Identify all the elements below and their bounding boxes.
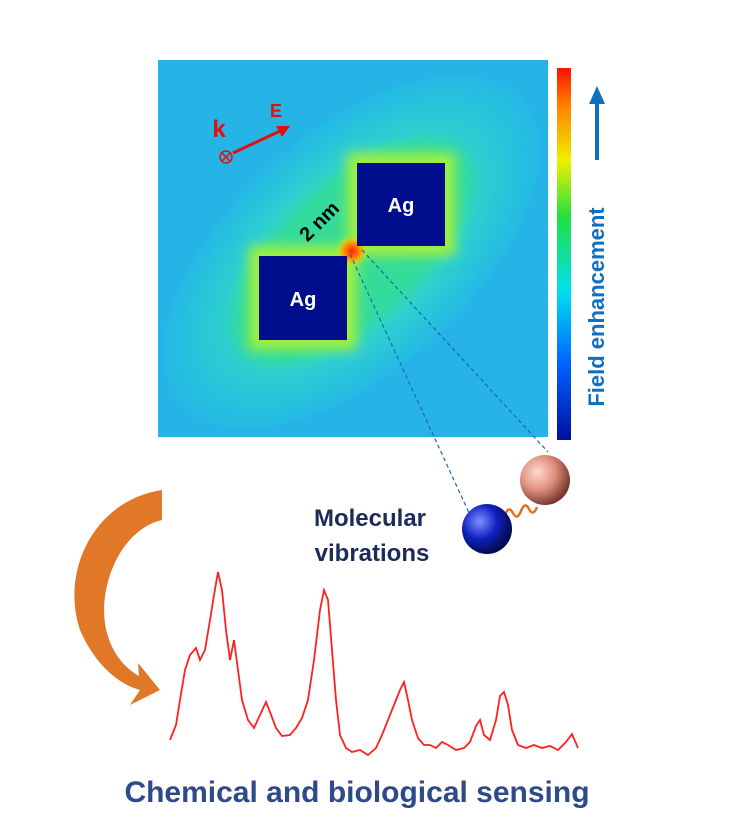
molecule-label: vibrations [315, 540, 430, 567]
polarization-arrowhead [276, 126, 290, 137]
zoom-line [361, 249, 549, 453]
atom [462, 504, 512, 554]
field-map [158, 60, 548, 437]
flow-arrow [74, 490, 162, 705]
bond-spring [503, 504, 539, 518]
spectrum [169, 571, 579, 757]
zoom-line [349, 253, 471, 516]
polarization-label: E [270, 101, 282, 121]
colorbar-arrowhead [589, 86, 605, 104]
polarization-arrow [232, 129, 281, 155]
wave-direction-symbol [219, 150, 233, 164]
wave-vector-label: k [212, 116, 226, 143]
molecule-label: Molecular [314, 505, 426, 532]
atom [520, 455, 570, 505]
particle-label: Ag [388, 195, 415, 217]
colorbar [557, 68, 571, 440]
caption: Chemical and biological sensing [124, 776, 589, 809]
colorbar-label: Field enhancement [584, 207, 609, 407]
particle-label: Ag [290, 289, 317, 311]
